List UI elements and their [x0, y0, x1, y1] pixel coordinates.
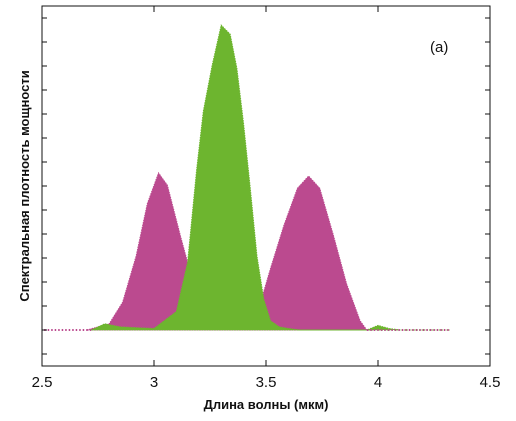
x-axis-title: Длина волны (мкм) [204, 397, 329, 412]
y-ticks [42, 17, 490, 355]
panel-label: (a) [430, 39, 448, 56]
series-2-area [91, 24, 450, 331]
x-ticks: 2.5 3 3.5 4 4.5 [32, 6, 501, 391]
x-tick-label: 2.5 [32, 374, 53, 391]
x-tick-label: 3 [150, 374, 158, 391]
x-tick-label: 4 [374, 374, 382, 391]
x-tick-label: 3.5 [256, 374, 277, 391]
series-areas [86, 24, 450, 331]
x-tick-label: 4.5 [480, 374, 501, 391]
y-axis-title: Спектральная плотность мощности [17, 70, 32, 301]
